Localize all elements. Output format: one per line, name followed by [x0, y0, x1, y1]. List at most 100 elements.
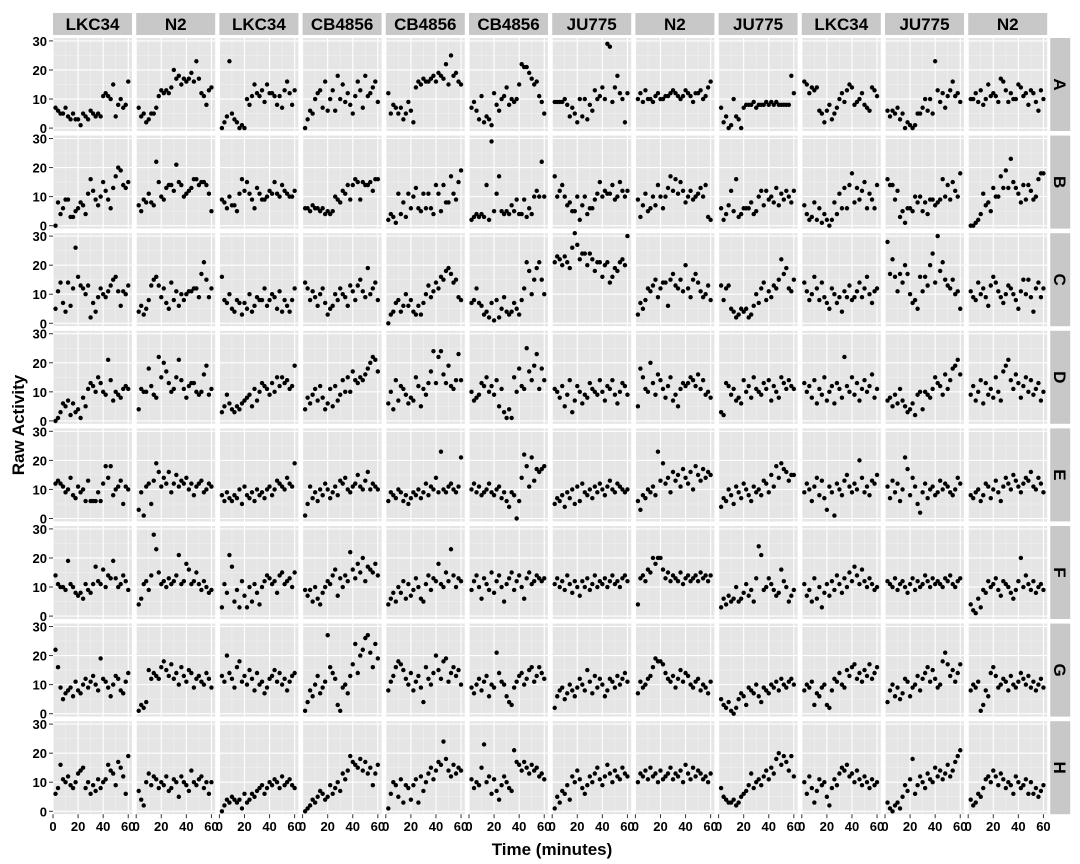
data-point [489, 300, 494, 306]
data-point [75, 771, 81, 776]
data-point [1026, 581, 1031, 587]
data-point [471, 785, 477, 791]
data-point [907, 493, 913, 498]
data-point [393, 105, 399, 110]
data-point [317, 602, 323, 607]
panel-A-2 [135, 38, 216, 131]
data-point [751, 484, 756, 489]
data-point [267, 576, 272, 581]
data-point [375, 297, 381, 303]
data-point [897, 498, 903, 504]
data-point [653, 656, 658, 661]
data-point [955, 289, 960, 294]
data-point [272, 777, 277, 782]
data-point [1028, 587, 1034, 593]
data-point [441, 739, 446, 744]
data-point [555, 694, 560, 699]
data-point [456, 351, 461, 357]
data-point [184, 679, 189, 684]
data-point [685, 481, 691, 486]
panel-C-6 [468, 233, 548, 327]
data-point [83, 114, 88, 119]
data-point [1038, 676, 1044, 682]
data-point [355, 765, 360, 770]
data-point [539, 579, 544, 584]
data-point [305, 395, 310, 400]
data-point [244, 605, 250, 610]
data-point [542, 194, 547, 199]
data-point [996, 389, 1001, 395]
data-point [421, 300, 426, 306]
data-point [837, 191, 842, 196]
data-point [501, 682, 507, 687]
data-point [340, 771, 345, 776]
data-point [526, 570, 532, 575]
data-point [252, 386, 257, 392]
data-point [375, 487, 381, 492]
data-point [532, 478, 537, 483]
data-point [602, 576, 608, 581]
data-point [829, 383, 835, 389]
data-point [411, 490, 416, 495]
data-point [277, 93, 282, 99]
data-point [391, 309, 396, 314]
data-point [930, 111, 935, 116]
data-point [448, 383, 454, 389]
data-point [181, 673, 187, 679]
data-point [945, 283, 950, 288]
data-point [648, 206, 653, 211]
data-point [73, 208, 78, 214]
data-point [872, 587, 877, 593]
data-point [784, 265, 789, 271]
data-point [116, 102, 121, 108]
data-point [766, 490, 771, 495]
data-point [401, 386, 406, 392]
x-tick-label: 0 [549, 819, 556, 834]
data-point [60, 111, 66, 116]
data-point [1003, 363, 1009, 368]
data-point [199, 91, 204, 96]
data-point [360, 289, 365, 294]
data-point [829, 688, 835, 693]
data-point [852, 392, 857, 397]
panel-A-6 [468, 38, 548, 131]
data-point [592, 389, 598, 395]
data-point [597, 676, 603, 682]
data-point [169, 280, 174, 285]
data-point [930, 251, 935, 256]
data-point [930, 780, 935, 785]
data-point [786, 768, 792, 773]
data-point [731, 386, 736, 392]
data-point [363, 635, 368, 641]
panel-H-12 [967, 721, 1048, 815]
panel-H-7 [551, 721, 632, 815]
data-point [731, 309, 736, 314]
data-point [428, 76, 434, 81]
data-point [700, 466, 706, 472]
data-point [416, 487, 421, 492]
data-point [764, 584, 769, 590]
facet-col-label-1: LKC34 [66, 15, 120, 34]
data-point [151, 774, 156, 779]
data-point [552, 174, 557, 179]
data-point [335, 593, 340, 598]
data-point [406, 191, 411, 196]
data-point [222, 297, 227, 303]
data-point [312, 800, 318, 805]
data-point [164, 88, 169, 93]
data-point [774, 99, 779, 105]
data-point [292, 461, 297, 466]
data-point [499, 679, 504, 684]
data-point [635, 780, 641, 785]
data-point [673, 176, 678, 182]
data-point [194, 389, 199, 395]
data-point [421, 490, 426, 495]
data-point [514, 197, 519, 202]
x-axis-title: Time (minutes) [492, 840, 613, 859]
data-point [181, 297, 187, 303]
data-point [690, 378, 696, 383]
data-point [829, 579, 835, 584]
y-tick-label: 10 [33, 385, 47, 400]
data-point [645, 676, 651, 682]
data-point [892, 274, 898, 279]
